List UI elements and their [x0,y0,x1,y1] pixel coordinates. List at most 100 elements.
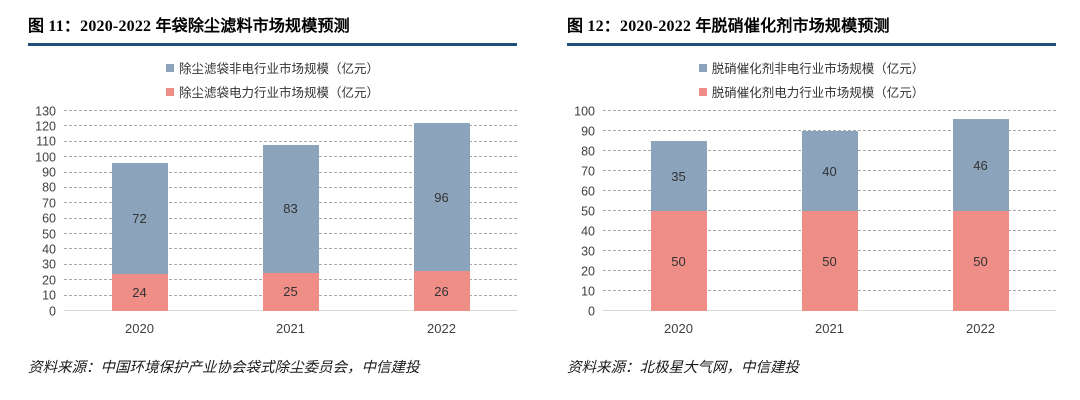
legend-swatch-icon [698,63,707,72]
legend-swatch-icon [165,63,174,72]
legend-swatch-icon [165,87,174,96]
y-tick-label: 30 [581,243,595,258]
bar-value-label: 72 [132,211,147,227]
plot-area: 50 35 50 40 50 46 [603,110,1056,311]
title-rule [567,43,1056,46]
gridline [603,110,1056,111]
legend-item: 除尘滤袋电力行业市场规模（亿元） [165,82,379,101]
x-tick-label: 2020 [664,321,693,336]
y-tick-label: 20 [581,263,595,278]
y-tick-label: 20 [42,272,56,287]
bar-stack: 25 83 [262,111,319,311]
bar-slot: 25 83 [215,111,366,311]
legend-label: 脱硝催化剂电力行业市场规模（亿元） [711,86,925,100]
x-tick-label: 2022 [966,321,995,336]
bar-value-label: 24 [132,285,147,301]
legend-label: 除尘滤袋电力行业市场规模（亿元） [178,86,379,100]
y-tick-label: 110 [36,134,56,149]
bar-slot: 24 72 [64,111,215,311]
figure-12-title: 图 12：2020-2022 年脱硝催化剂市场规模预测 [567,18,890,35]
bar-slot: 50 40 [754,111,905,311]
plot-area: 24 72 25 83 26 96 [64,110,517,311]
bar-value-label: 40 [822,163,837,179]
bar-value-label: 46 [973,157,988,173]
y-tick-label: 40 [581,223,595,238]
bar-stack: 50 35 [650,111,707,311]
source-note: 资料来源：北极星大气网，中信建投 [567,360,799,376]
gridline [64,110,517,111]
legend-swatch-icon [698,87,707,96]
figure-12-panel: 图 12：2020-2022 年脱硝催化剂市场规模预测 脱硝催化剂非电行业市场规… [567,12,1056,377]
bar-segment: 96 [413,123,470,271]
bar-value-label: 50 [973,253,988,269]
y-tick-label: 60 [581,183,595,198]
bar-segment: 72 [111,163,168,275]
bar-segment: 24 [111,274,168,311]
legend-item: 脱硝催化剂电力行业市场规模（亿元） [698,82,925,101]
y-tick-label: 100 [35,149,56,164]
bar-value-label: 96 [434,189,449,205]
bar-value-label: 50 [822,253,837,269]
legend-label: 脱硝催化剂非电行业市场规模（亿元） [711,62,925,76]
chart-area: 0 10 20 30 40 50 60 70 80 90 100 110 120 130 24 72 25 83… [28,105,517,317]
legend: 脱硝催化剂非电行业市场规模（亿元） 脱硝催化剂电力行业市场规模（亿元） [567,58,1056,101]
y-tick-label: 100 [574,103,595,118]
gridline [64,140,517,142]
bar-stack: 24 72 [111,111,168,311]
gridline [603,130,1056,131]
y-tick-label: 70 [42,196,56,211]
bar-stack: 26 96 [413,111,470,311]
y-tick-label: 30 [42,257,56,272]
x-axis-row: 2020 2021 2022 [28,311,517,336]
x-axis-labels: 2020 2021 2022 [64,321,517,336]
x-tick-label: 2022 [427,321,456,336]
gridline [64,125,517,127]
x-tick-label: 2021 [815,321,844,336]
x-axis-spacer [28,311,64,336]
figure-11-title: 图 11：2020-2022 年袋除尘滤料市场规模预测 [28,18,350,35]
bar-value-label: 83 [283,201,298,217]
y-tick-label: 90 [581,123,595,138]
bar-segment: 50 [650,211,707,311]
legend: 除尘滤袋非电行业市场规模（亿元） 除尘滤袋电力行业市场规模（亿元） [28,58,517,101]
x-tick-label: 2021 [276,321,305,336]
bar-segment: 35 [650,141,707,211]
y-tick-label: 0 [49,303,56,318]
x-axis-labels: 2020 2021 2022 [603,321,1056,336]
chart-area: 0 10 20 30 40 50 60 70 80 90 100 50 35 50 40 50 46 [567,105,1056,317]
y-tick-label: 80 [581,143,595,158]
bar-slot: 50 46 [905,111,1056,311]
bar-segment: 50 [952,211,1009,311]
bar-stack: 50 40 [801,111,858,311]
bar-segment: 50 [801,211,858,311]
y-tick-label: 50 [42,226,56,241]
bar-segment: 26 [413,271,470,311]
bar-slot: 50 35 [603,111,754,311]
bar-stack: 50 46 [952,111,1009,311]
y-tick-label: 10 [581,283,595,298]
y-tick-label: 130 [35,103,56,118]
y-axis: 0 10 20 30 40 50 60 70 80 90 100 110 120 130 [28,105,64,317]
y-tick-label: 50 [581,203,595,218]
y-tick-label: 120 [35,119,56,134]
bar-slots: 50 35 50 40 50 46 [603,111,1056,311]
figure-11-panel: 图 11：2020-2022 年袋除尘滤料市场规模预测 除尘滤袋非电行业市场规模… [28,12,517,377]
bar-slots: 24 72 25 83 26 96 [64,111,517,311]
bar-segment: 46 [952,119,1009,211]
bar-segment: 83 [262,144,319,273]
x-axis-row: 2020 2021 2022 [567,311,1056,336]
bar-segment: 40 [801,131,858,211]
x-tick-label: 2020 [125,321,154,336]
figures-row: 图 11：2020-2022 年袋除尘滤料市场规模预测 除尘滤袋非电行业市场规模… [28,12,1056,377]
y-tick-label: 10 [42,288,56,303]
bar-segment: 25 [262,272,319,311]
bar-value-label: 50 [671,253,686,269]
y-tick-label: 60 [42,211,56,226]
bar-value-label: 25 [283,284,298,300]
y-tick-label: 90 [42,165,56,180]
y-tick-label: 70 [581,163,595,178]
legend-label: 除尘滤袋非电行业市场规模（亿元） [178,62,379,76]
legend-item: 除尘滤袋非电行业市场规模（亿元） [165,58,379,77]
bar-value-label: 35 [671,168,686,184]
x-axis-spacer [567,311,603,336]
